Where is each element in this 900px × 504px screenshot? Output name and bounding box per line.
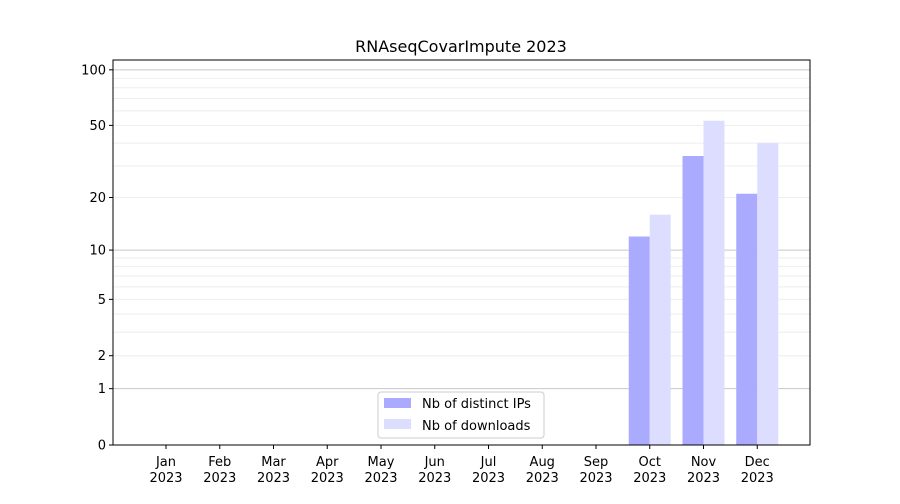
x-tick-label-month: Feb (208, 455, 231, 470)
legend-label-downloads: Nb of downloads (422, 419, 531, 434)
plot-frame (112, 59, 811, 446)
x-tick-label-month: Sep (584, 455, 609, 470)
bar-downloads (649, 214, 671, 445)
y-tick-label: 2 (98, 349, 106, 364)
bar-distinct-ips (736, 193, 758, 445)
x-tick-label-month: Apr (316, 455, 339, 470)
x-tick-label-year: 2023 (311, 471, 344, 486)
x-tick-label-month: Jan (155, 455, 176, 470)
x-tick-label-year: 2023 (257, 471, 290, 486)
legend-swatch-downloads (384, 419, 411, 429)
x-tick-label-month: Jul (480, 455, 497, 470)
x-tick-label-year: 2023 (418, 471, 451, 486)
legend-swatch-ips (384, 398, 411, 408)
grid (113, 69, 810, 390)
x-tick-label-year: 2023 (526, 471, 559, 486)
y-tick-label: 100 (81, 63, 106, 78)
y-tick-label: 20 (89, 191, 106, 206)
x-tick-label-month: Dec (745, 455, 770, 470)
y-tick-label: 5 (98, 293, 106, 308)
y-tick-label: 1 (98, 382, 106, 397)
legend-label-ips: Nb of distinct IPs (422, 397, 531, 412)
legend-frame (377, 391, 545, 439)
x-tick-label-year: 2023 (364, 471, 397, 486)
bar-distinct-ips (628, 236, 650, 445)
bar-downloads (757, 143, 779, 445)
bar-distinct-ips (682, 155, 704, 446)
y-tick-label: 10 (89, 244, 106, 259)
x-tick-label-month: Nov (691, 455, 717, 470)
x-tick-label-month: May (368, 455, 395, 470)
y-tick-label: 0 (98, 439, 106, 454)
x-tick-label-year: 2023 (203, 471, 236, 486)
x-tick-label-year: 2023 (579, 471, 612, 486)
x-tick-label-year: 2023 (687, 471, 720, 486)
x-tick-label-month: Mar (261, 455, 286, 470)
bar-downloads (703, 120, 725, 446)
chart-title: RNAseqCovarImpute 2023 (355, 37, 567, 56)
x-tick-label-month: Aug (530, 455, 555, 470)
x-axis: Jan2023Feb2023Mar2023Apr2023May2023Jun20… (149, 445, 774, 486)
x-tick-label-year: 2023 (149, 471, 182, 486)
legend: Nb of distinct IPs Nb of downloads (377, 391, 545, 439)
x-tick-label-month: Jun (424, 455, 445, 470)
y-axis: 0 1 2 5 10 20 50 100 (81, 63, 113, 454)
x-tick-label-year: 2023 (633, 471, 666, 486)
x-tick-label-year: 2023 (741, 471, 774, 486)
x-tick-label-month: Oct (639, 455, 661, 470)
x-tick-label-year: 2023 (472, 471, 505, 486)
bars (628, 120, 779, 446)
y-tick-label: 50 (89, 119, 106, 134)
